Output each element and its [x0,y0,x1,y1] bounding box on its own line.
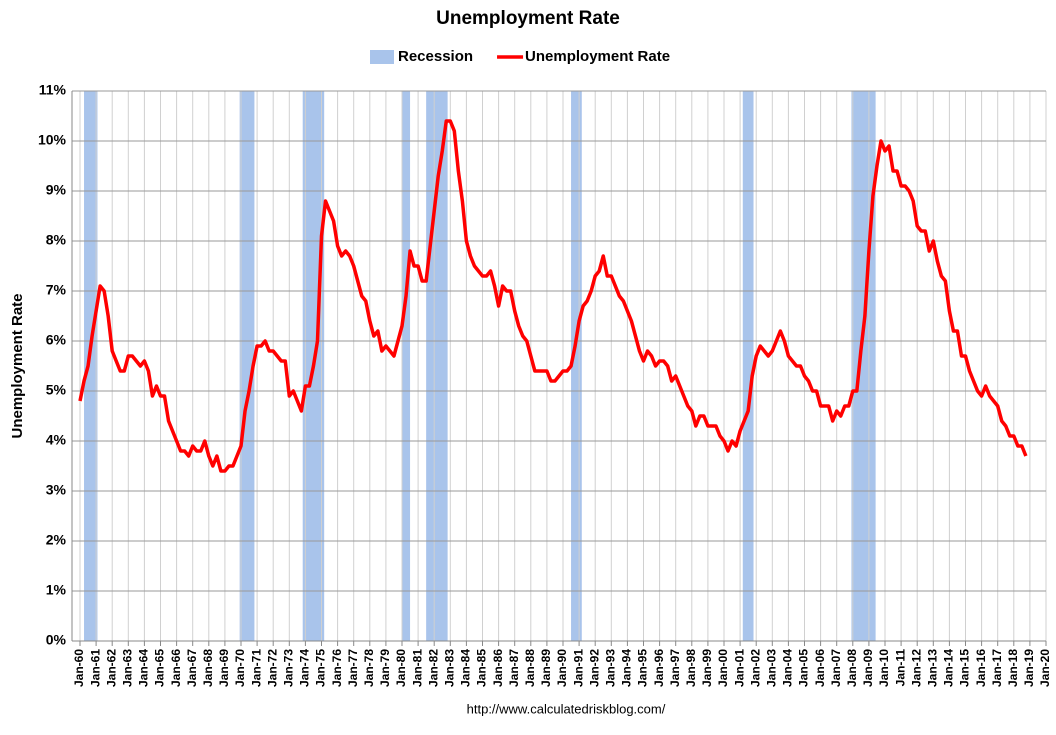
x-tick-label: Jan-70 [233,649,247,687]
recession-band [742,91,754,641]
x-tick-label: Jan-03 [764,649,778,687]
x-tick-label: Jan-14 [942,649,956,687]
legend-swatch [370,50,394,64]
x-tick-label: Jan-94 [620,649,634,687]
x-tick-label: Jan-00 [716,649,730,687]
x-tick-label: Jan-85 [475,649,489,687]
source: http://www.calculatedriskblog.com/ [467,701,666,716]
x-tick-label: Jan-10 [877,649,891,687]
x-tick-label: Jan-06 [813,649,827,687]
x-tick-label: Jan-02 [748,649,762,687]
recession-band [571,91,582,641]
x-tick-label: Jan-15 [958,649,972,687]
x-tick-label: Jan-90 [555,649,569,687]
x-tick-label: Jan-66 [169,649,183,687]
recession-band [402,91,411,641]
x-tick-label: Jan-69 [217,649,231,687]
y-tick-label: 5% [46,382,67,398]
legend: Recession Unemployment Rate [370,48,670,65]
x-tick-label: Jan-60 [72,649,86,687]
x-tick-label: Jan-08 [845,649,859,687]
y-tick-label: 0% [46,632,67,648]
x-tick-label: Jan-83 [442,649,456,687]
x-tick-label: Jan-79 [378,649,392,687]
unemployment-line [78,119,1028,473]
y-tick-label: 2% [46,532,67,548]
x-tick-label: Jan-99 [700,649,714,687]
x-tick-label: Jan-17 [990,649,1004,687]
recession-band [84,91,98,641]
y-tick-label: 10% [38,132,67,148]
x-tick-label: Jan-64 [137,649,151,687]
plot-area [72,91,1046,641]
x-tick-label: Jan-91 [571,649,585,687]
x-tick-label: Jan-12 [909,649,923,687]
recession-band [851,91,876,641]
x-tick-label: Jan-09 [861,649,875,687]
recession-band [239,91,255,641]
y-tick-label: 1% [46,582,67,598]
x-tick-label: Jan-63 [120,649,134,687]
x-tick-label: Jan-88 [523,649,537,687]
x-tick-label: Jan-68 [201,649,215,687]
x-tick-label: Jan-95 [636,649,650,687]
x-tick-label: Jan-93 [603,649,617,687]
x-tick-label: Jan-62 [104,649,118,687]
chart-title: Unemployment Rate [436,8,620,29]
x-tick-label: Jan-04 [781,649,795,687]
x-tick-label: Jan-20 [1038,649,1052,687]
x-tick-label: Jan-98 [684,649,698,687]
y-tick-label: 7% [46,282,67,298]
x-tick-label: Jan-75 [314,649,328,687]
x-tick-label: Jan-18 [1006,649,1020,687]
x-tick-label: Jan-61 [88,649,102,687]
x-tick-label: Jan-72 [265,649,279,687]
x-tick-label: Jan-77 [346,649,360,687]
x-tick-label: Jan-71 [249,649,263,687]
x-tick-label: Jan-92 [587,649,601,687]
x-tick-label: Jan-76 [330,649,344,687]
x-tick-label: Jan-80 [394,649,408,687]
x-tick-label: Jan-67 [185,649,199,687]
y-tick-label: 6% [46,332,67,348]
x-tick-label: Jan-65 [153,649,167,687]
x-tick-label: Jan-07 [829,649,843,687]
legend-label: Recession [398,48,473,65]
x-tick-label: Jan-74 [298,649,312,687]
x-tick-label: Jan-11 [893,649,907,687]
x-tick-label: Jan-81 [410,649,424,687]
y-tick-label: 3% [46,482,67,498]
y-tick-label: 4% [46,432,67,448]
x-tick-label: Jan-19 [1022,649,1036,687]
x-tick-label: Jan-13 [925,649,939,687]
y-axis-label: Unemployment Rate [9,293,26,438]
x-tick-label: Jan-89 [539,649,553,687]
x-tick-label: Jan-82 [426,649,440,687]
x-tick-label: Jan-97 [668,649,682,687]
x-tick-label: Jan-05 [797,649,811,687]
x-tick-label: Jan-96 [652,649,666,687]
y-tick-label: 8% [46,232,67,248]
y-tick-label: 9% [46,182,67,198]
legend-label: Unemployment Rate [525,48,670,65]
y-tick-label: 11% [39,82,67,98]
x-tick-label: Jan-84 [459,649,473,687]
x-tick-label: Jan-78 [362,649,376,687]
x-tick-label: Jan-01 [732,649,746,687]
x-tick-label: Jan-86 [491,649,505,687]
x-tick-label: Jan-16 [974,649,988,687]
x-tick-label: Jan-87 [507,649,521,687]
x-tick-label: Jan-73 [281,649,295,687]
